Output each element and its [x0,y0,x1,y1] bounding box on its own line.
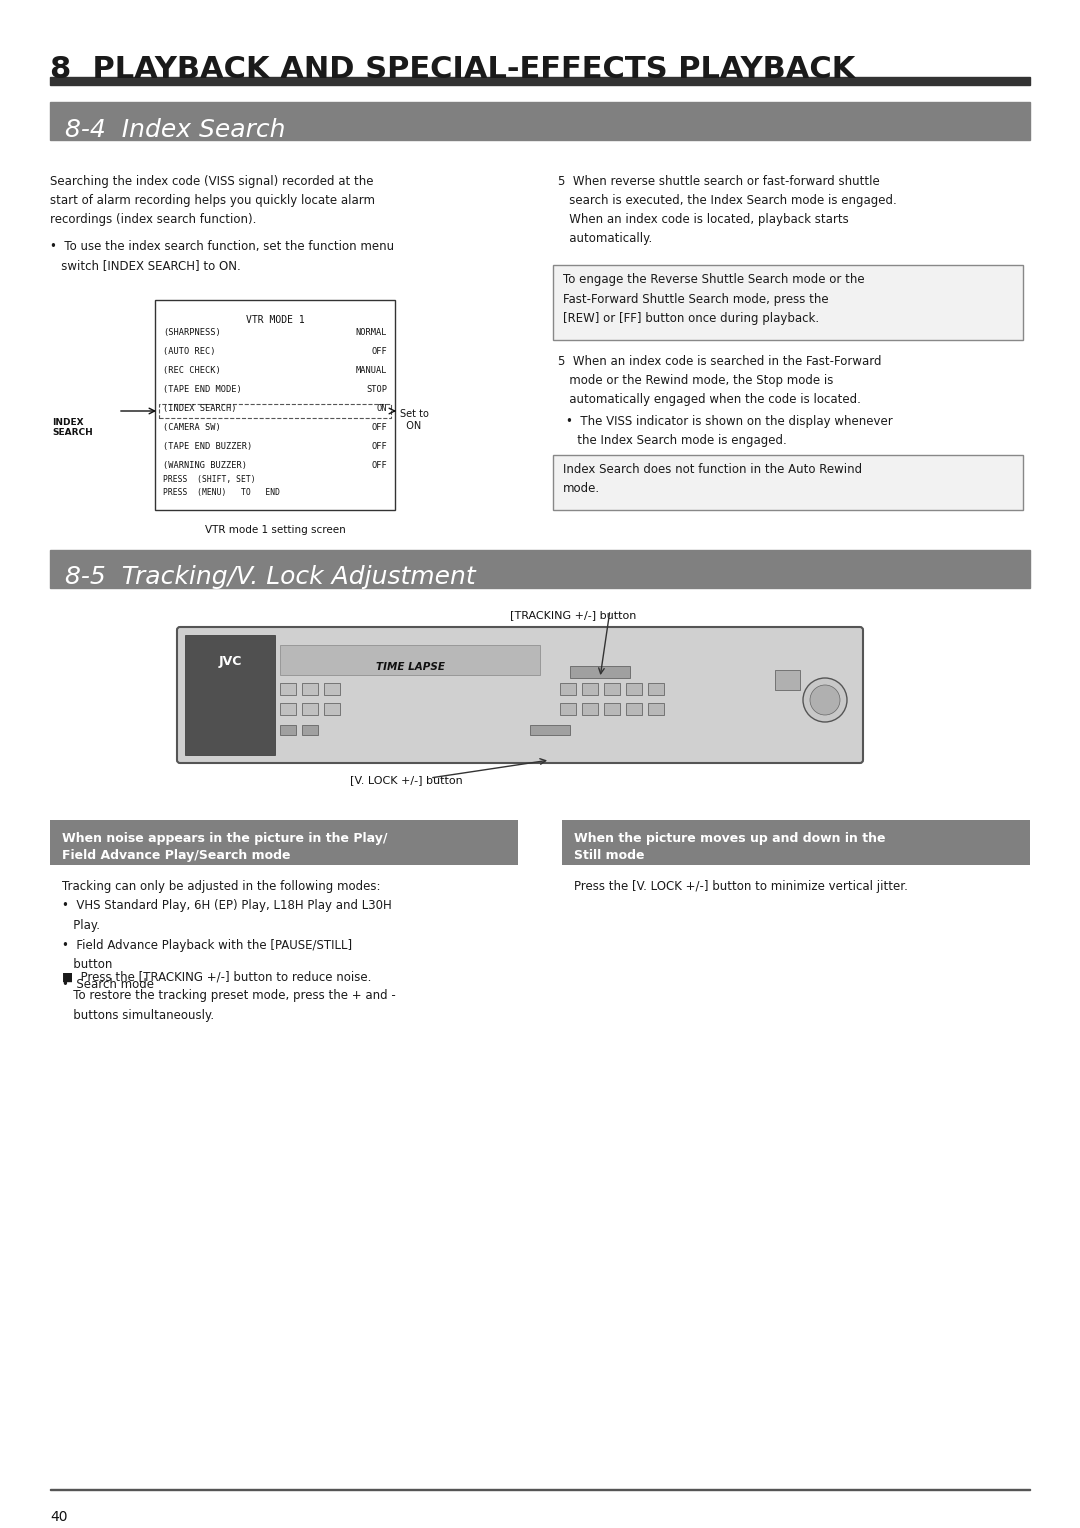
Text: [TRACKING +/-] button: [TRACKING +/-] button [510,610,636,620]
FancyBboxPatch shape [50,821,518,865]
Bar [570,666,630,678]
Bar [280,683,296,695]
FancyBboxPatch shape [562,821,1030,865]
Text: Press the [V. LOCK +/-] button to minimize vertical jitter.: Press the [V. LOCK +/-] button to minimi… [573,880,908,892]
Text: To engage the Reverse Shuttle Search mode or the
Fast-Forward Shuttle Search mod: To engage the Reverse Shuttle Search mod… [563,274,865,325]
Text: OFF: OFF [372,442,387,451]
Text: ON: ON [377,403,387,413]
Text: PRESS  (SHIFT, SET): PRESS (SHIFT, SET) [163,475,256,484]
Bar [561,683,576,695]
Text: OFF: OFF [372,423,387,432]
Circle shape [810,685,840,715]
Text: ■  Press the [TRACKING +/-] button to reduce noise.
   To restore the tracking p: ■ Press the [TRACKING +/-] button to red… [62,970,395,1022]
Text: 5  When an index code is searched in the Fast-Forward
   mode or the Rewind mode: 5 When an index code is searched in the … [558,354,881,406]
Text: JVC: JVC [218,656,242,668]
Bar [50,102,1030,141]
Bar [302,683,318,695]
Text: 8-5  Tracking/V. Lock Adjustment: 8-5 Tracking/V. Lock Adjustment [65,565,475,588]
Text: VTR MODE 1: VTR MODE 1 [245,315,305,325]
Bar [561,703,576,715]
Text: Index Search does not function in the Auto Rewind
mode.: Index Search does not function in the Au… [563,463,862,495]
Bar [50,550,1030,588]
Bar [582,683,598,695]
Text: INDEX
SEARCH: INDEX SEARCH [52,419,93,437]
Text: 5  When reverse shuttle search or fast-forward shuttle
   search is executed, th: 5 When reverse shuttle search or fast-fo… [558,176,896,244]
Bar [302,703,318,715]
Text: TIME LAPSE: TIME LAPSE [376,662,445,672]
Bar [185,636,275,755]
Text: (TAPE END BUZZER): (TAPE END BUZZER) [163,442,253,451]
Text: (WARNING BUZZER): (WARNING BUZZER) [163,461,247,471]
Bar [553,455,1023,510]
Text: (TAPE END MODE): (TAPE END MODE) [163,385,242,394]
Text: OFF: OFF [372,461,387,471]
Text: STOP: STOP [366,385,387,394]
Text: When the picture moves up and down in the
Still mode: When the picture moves up and down in th… [573,833,886,862]
Text: •  To use the index search function, set the function menu
   switch [INDEX SEAR: • To use the index search function, set … [50,240,394,272]
Text: Tracking can only be adjusted in the following modes:
•  VHS Standard Play, 6H (: Tracking can only be adjusted in the fol… [62,880,392,990]
Bar [324,703,340,715]
Text: 8  PLAYBACK AND SPECIAL-EFFECTS PLAYBACK: 8 PLAYBACK AND SPECIAL-EFFECTS PLAYBACK [50,55,855,84]
Bar [582,703,598,715]
Text: (REC CHECK): (REC CHECK) [163,367,220,374]
Bar [159,403,391,419]
Bar [626,703,642,715]
Bar [626,683,642,695]
Text: PRESS  (MENU)   TO   END: PRESS (MENU) TO END [163,487,280,497]
Text: OFF: OFF [372,347,387,356]
Bar [302,724,318,735]
Text: Set to
  ON: Set to ON [400,410,429,431]
Text: When noise appears in the picture in the Play/
Field Advance Play/Search mode: When noise appears in the picture in the… [62,833,388,862]
Bar [530,724,570,735]
Bar [604,683,620,695]
Text: (CAMERA SW): (CAMERA SW) [163,423,220,432]
Bar [156,299,395,510]
Text: Searching the index code (VISS signal) recorded at the
start of alarm recording : Searching the index code (VISS signal) r… [50,176,375,226]
Text: MANUAL: MANUAL [355,367,387,374]
Text: 40: 40 [50,1510,67,1523]
Bar [50,76,1030,86]
Bar [280,645,540,675]
Text: [V. LOCK +/-] button: [V. LOCK +/-] button [350,775,462,785]
Bar [775,669,800,691]
Text: •  The VISS indicator is shown on the display whenever
   the Index Search mode : • The VISS indicator is shown on the dis… [566,416,893,448]
Bar [604,703,620,715]
Text: 8-4  Index Search: 8-4 Index Search [65,118,285,142]
Bar [648,683,664,695]
FancyBboxPatch shape [177,626,863,762]
Circle shape [804,678,847,723]
Text: (AUTO REC): (AUTO REC) [163,347,216,356]
Bar [324,683,340,695]
Bar [280,703,296,715]
Text: NORMAL: NORMAL [355,329,387,338]
Bar [553,264,1023,341]
Text: (SHARPNESS): (SHARPNESS) [163,329,220,338]
Text: (INDEX SEARCH): (INDEX SEARCH) [163,403,237,413]
Bar [280,724,296,735]
Text: VTR mode 1 setting screen: VTR mode 1 setting screen [204,526,346,535]
Bar [648,703,664,715]
